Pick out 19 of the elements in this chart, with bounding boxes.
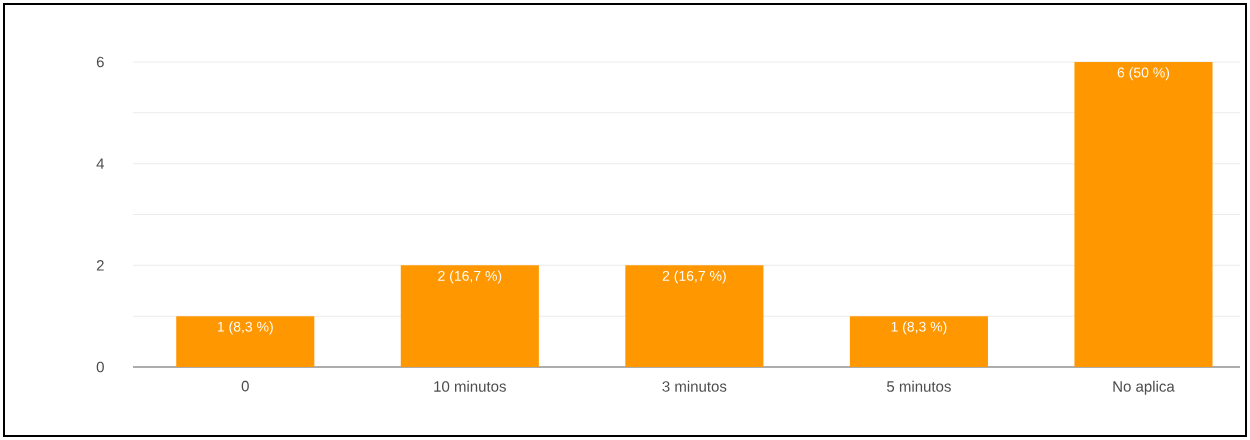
data-label: 2 (16,7 %) — [438, 270, 502, 284]
bar — [849, 316, 988, 367]
y-tick-label: 4 — [96, 158, 105, 169]
bar — [1074, 62, 1213, 367]
bar — [176, 316, 315, 367]
x-tick-label: 3 minutos — [662, 380, 727, 392]
x-tick-label: 5 minutos — [887, 380, 951, 392]
y-tick-label: 2 — [96, 260, 104, 271]
y-tick-label: 6 — [96, 56, 104, 68]
x-tick-label: 10 minutos — [434, 380, 506, 392]
data-label: 1 (8,3 %) — [217, 321, 273, 335]
bar — [625, 265, 764, 367]
x-tick-label: No aplica — [1113, 380, 1175, 395]
data-label: 2 (16,7 %) — [662, 270, 726, 284]
y-tick-label: 0 — [96, 361, 104, 373]
data-label: 6 (50 %) — [1117, 67, 1170, 81]
x-tick-label: 0 — [241, 380, 249, 392]
bar — [400, 265, 539, 367]
data-label: 1 (8,3 %) — [891, 321, 947, 335]
